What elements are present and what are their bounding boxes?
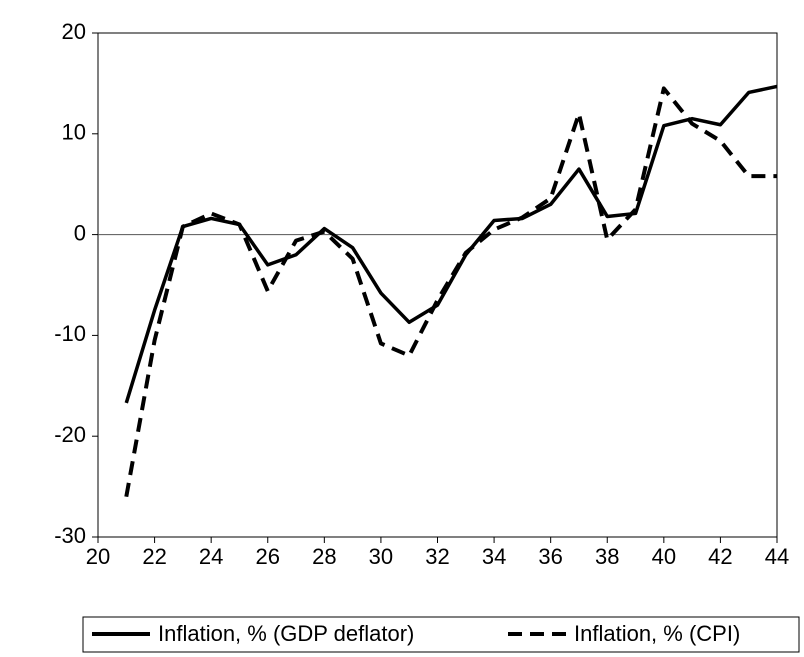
x-tick-label: 32 [425,544,449,569]
legend-box [82,616,800,653]
y-tick-label: 10 [62,120,86,145]
y-tick-label: -30 [54,523,86,548]
legend-label: Inflation, % (CPI) [574,621,740,646]
y-tick-label: -10 [54,321,86,346]
x-tick-label: 22 [142,544,166,569]
series-line [124,86,777,498]
y-tick-label: 20 [62,19,86,44]
x-tick-label: 34 [482,544,506,569]
y-tick-label: 0 [74,220,86,245]
x-tick-label: 28 [312,544,336,569]
series-line [124,84,778,404]
x-tick-label: 40 [652,544,676,569]
legend-label: Inflation, % (GDP deflator) [158,621,414,646]
x-tick-label: 26 [256,544,280,569]
x-tick-label: 24 [199,544,223,569]
x-tick-label: 38 [595,544,619,569]
x-tick-label: 42 [708,544,732,569]
x-tick-label: 44 [765,544,789,569]
y-tick-label: -20 [54,422,86,447]
x-tick-label: 20 [86,544,110,569]
x-tick-label: 36 [538,544,562,569]
x-tick-label: 30 [369,544,393,569]
plot-frame [97,32,778,538]
